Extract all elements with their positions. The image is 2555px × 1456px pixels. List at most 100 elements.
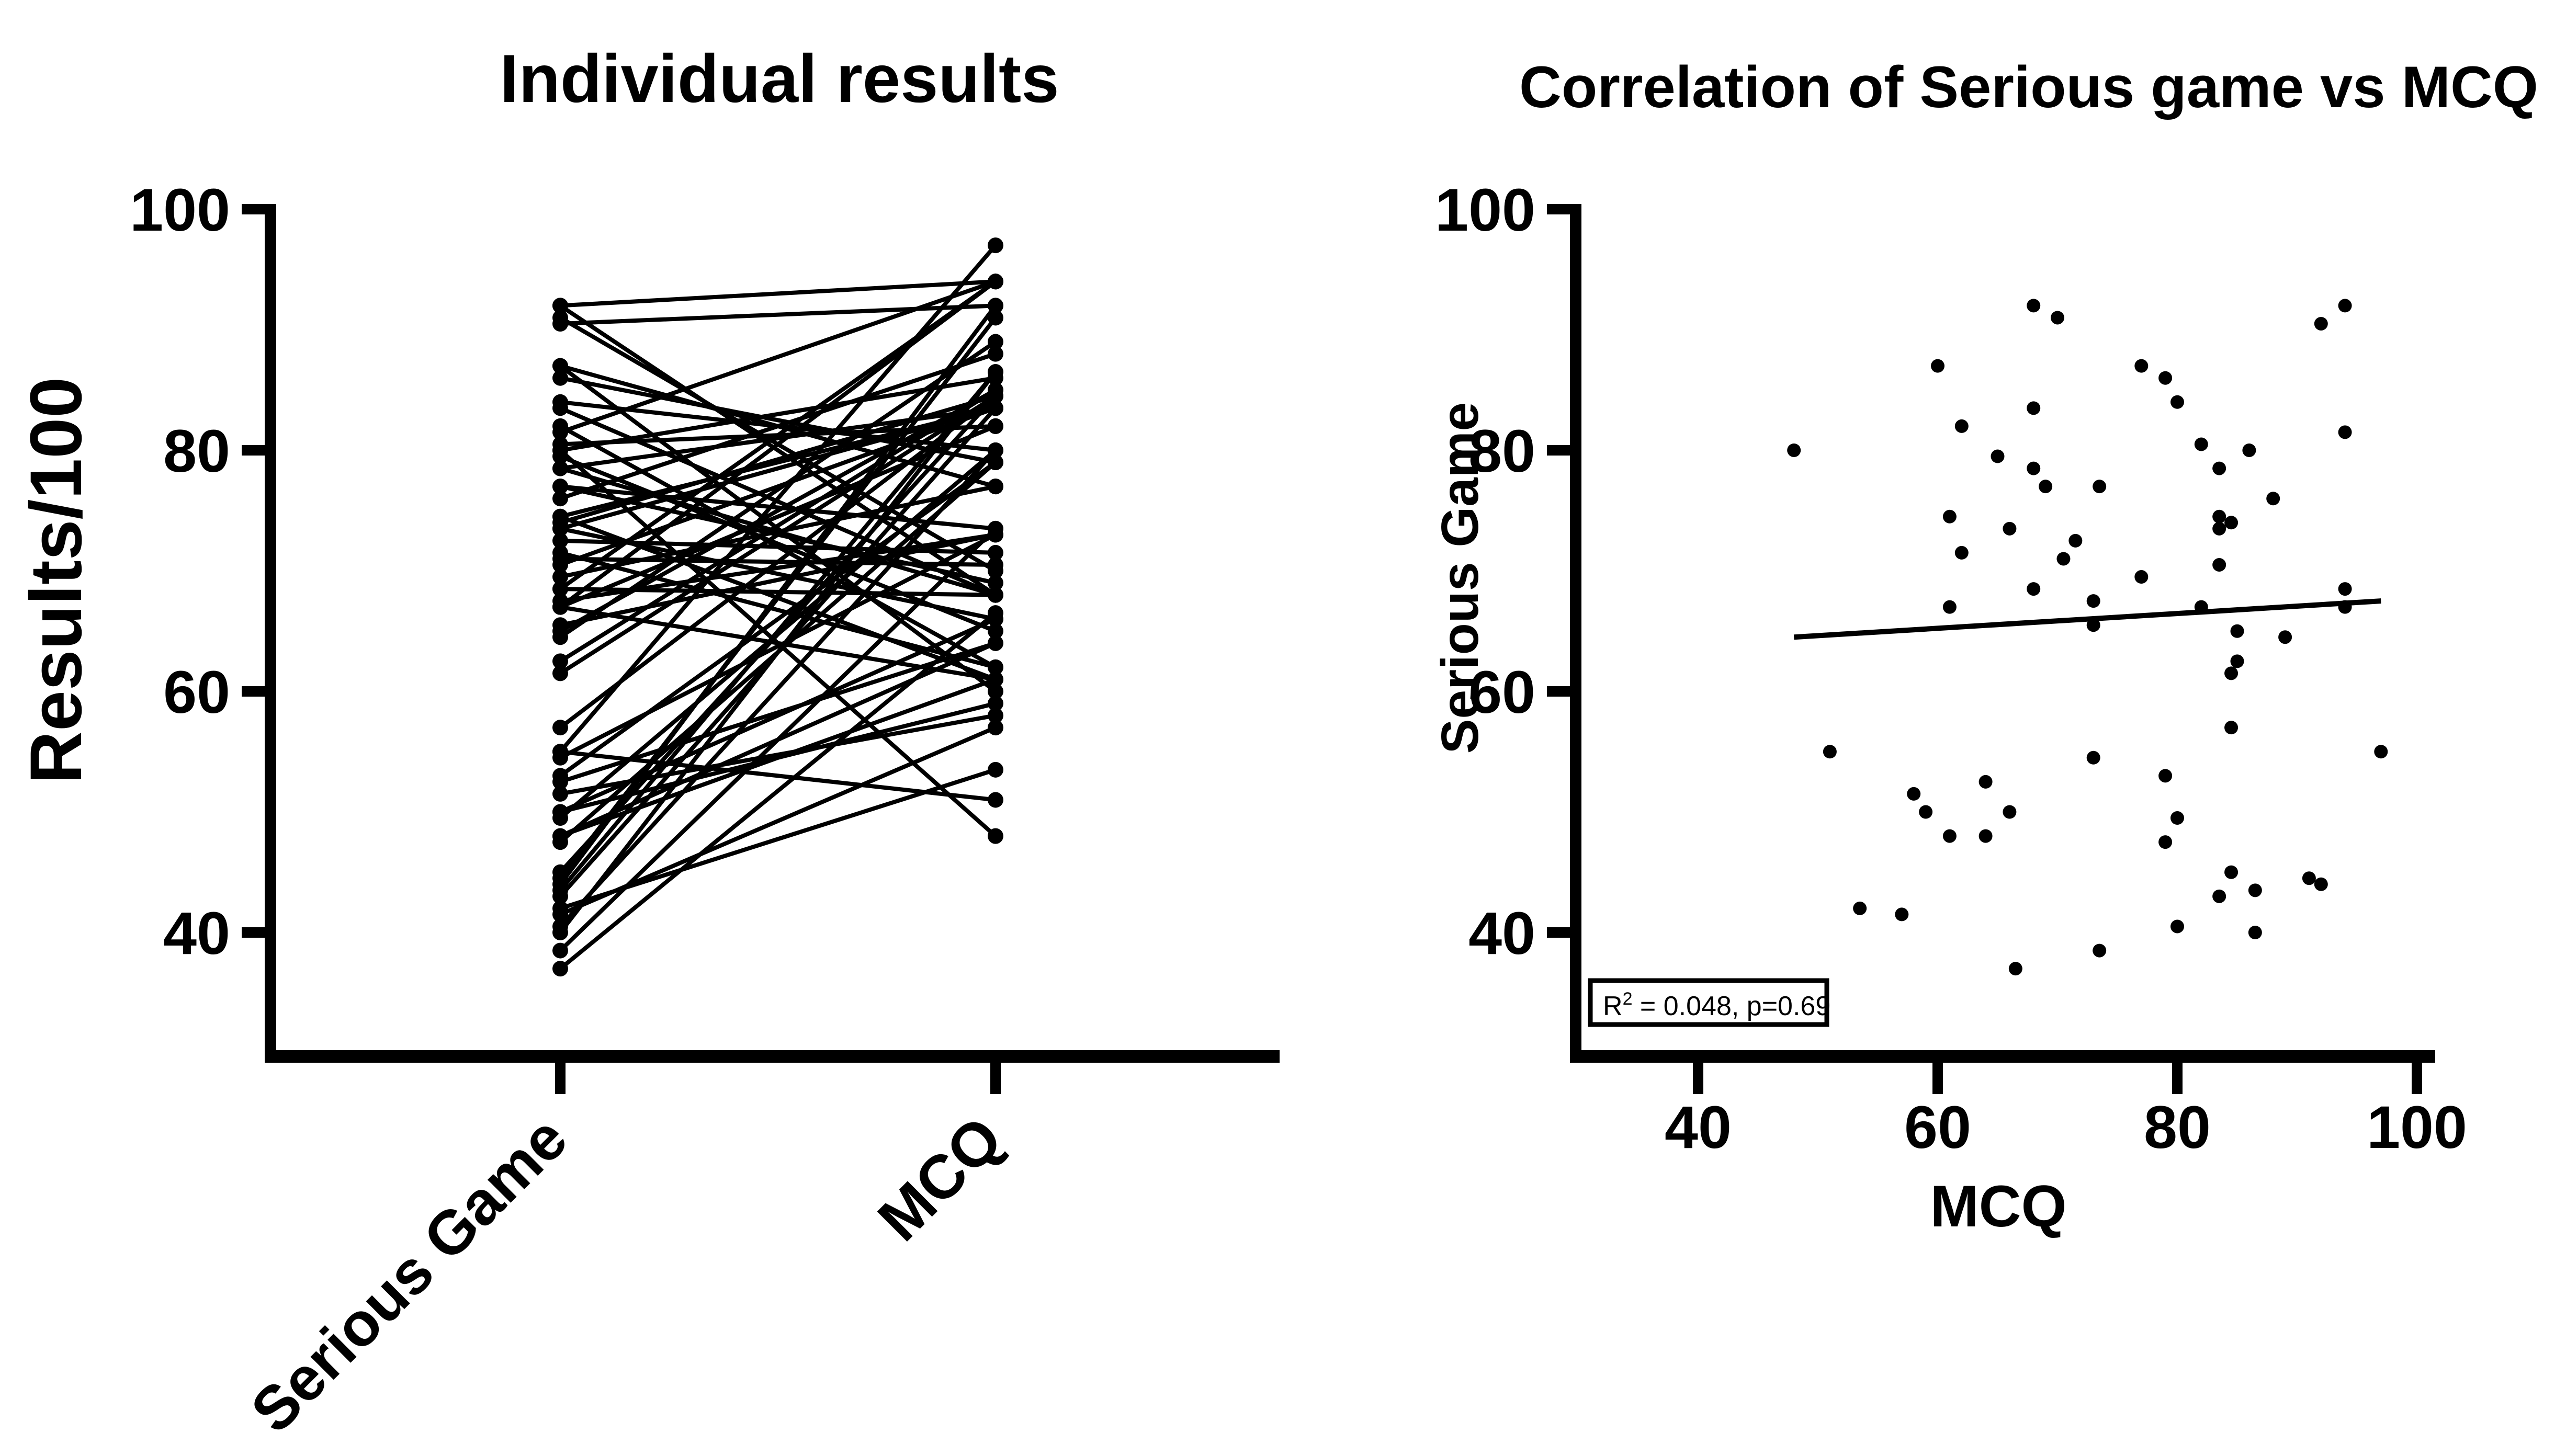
right-x-axis-title: MCQ [1930,1174,2066,1239]
scatter-point [2314,316,2328,331]
scatter-point [1954,545,1969,560]
scatter-point [2224,666,2239,680]
scatter-point [2170,919,2184,934]
pair-line [559,388,997,633]
pair-point-serious-game [552,810,568,826]
pair-point-mcq [988,720,1003,736]
pair-point-serious-game [552,768,568,784]
pair-point-serious-game [552,629,568,645]
r-squared-annotation-text: R2 = 0.048, p=0.69 [1603,989,1830,1021]
scatter-point [2093,480,2107,494]
pair-point-serious-game [552,315,568,332]
scatter-point [1895,907,1909,922]
scatter-point [2027,299,2041,313]
scatter-point [2278,630,2292,644]
pair-line [559,527,997,952]
pair-point-serious-game [552,599,568,615]
right-plot-area: 100 80 60 40 40 60 80 100 [1435,177,2467,1161]
scatter-point [2051,311,2064,325]
pair-point-serious-game [552,370,568,386]
scatter-point [2338,425,2352,439]
right-y-tick-label: 60 [1468,659,1535,726]
pair-point-mcq [988,454,1003,471]
scatter-point [1853,901,1867,915]
r-squared-annotation: R2 = 0.048, p=0.69 [1588,978,1830,1027]
pair-point-mcq [988,635,1003,651]
pair-point-serious-game [552,720,568,736]
scatter-point [1931,359,1944,373]
left-category-label-serious-game: Serious Game [238,1104,580,1446]
scatter-point [2338,582,2352,596]
pair-point-mcq [988,364,1003,380]
right-x-tick-label: 80 [2144,1094,2211,1161]
scatter-point [2027,401,2041,415]
pair-line [558,304,998,886]
pair-point-mcq [988,708,1003,724]
left-y-tick-label: 80 [163,418,230,485]
pair-point-serious-game [552,569,568,585]
left-y-tick-label: 40 [163,900,230,967]
pair-line [560,532,996,628]
scatter-point [2224,516,2239,530]
pair-point-serious-game [552,479,568,495]
left-chart: Individual results Results/100 40 60 80 100… [15,40,1280,1446]
scatter-point [1942,600,1957,614]
pair-line [559,394,997,675]
pair-point-mcq [988,587,1003,603]
pair-line [559,280,997,609]
pair-point-mcq [988,400,1003,416]
scatter-point [2242,443,2256,457]
pair-line [559,611,997,971]
right-chart-title: Correlation of Serious game vs MCQ [1519,54,2538,120]
scatter-point [1907,787,1921,801]
scatter-point [2093,943,2107,958]
pair-point-mcq [988,556,1003,573]
scatter-point [2212,509,2226,524]
scatter-point [2212,461,2226,475]
pair-line [559,532,997,760]
pair-point-mcq [988,575,1003,591]
left-y-tick-label: 60 [163,659,230,726]
scatter-point [2230,624,2244,638]
scatter-point [2248,883,2262,897]
trend-line [1793,598,2381,640]
scatter-point [2170,811,2184,825]
pair-line [559,460,997,778]
right-x-tick-label: 100 [2367,1094,2467,1161]
pair-line [559,551,997,669]
scatter-point [1954,419,1969,433]
r-squared-annotation-box [1588,978,1829,1027]
scatter-point [1979,829,1993,843]
scatter-point [2158,835,2173,849]
pair-point-serious-game [552,925,568,940]
pair-line [559,388,997,663]
scatter-point [2086,618,2100,632]
pair-point-serious-game [552,491,568,507]
pair-point-serious-game [552,834,568,850]
scatter-point [2086,594,2100,608]
pair-point-mcq [988,659,1003,675]
scatter-point [2266,492,2280,506]
scatter-point [1942,829,1957,843]
scatter-point [2212,558,2226,572]
scatter-point [2086,750,2100,765]
pair-point-serious-game [552,442,568,458]
pair-line [559,351,997,500]
pair-line [559,340,997,639]
pair-point-mcq [988,274,1003,290]
scatter-point [2003,521,2017,536]
pair-point-serious-game [552,298,568,314]
pair-point-serious-game [552,556,568,573]
pair-line [558,370,998,892]
pair-point-mcq [988,792,1003,808]
pair-point-mcq [988,442,1003,458]
pair-point-mcq [988,310,1003,326]
scatter-point [2158,371,2173,385]
pair-line [558,370,998,934]
scatter-point [2338,600,2352,614]
pair-point-serious-game [552,394,568,410]
scatter-point [2039,480,2053,494]
scatter-point [1823,745,1837,759]
pair-point-serious-game [552,424,568,440]
scatter-point [2170,395,2184,409]
